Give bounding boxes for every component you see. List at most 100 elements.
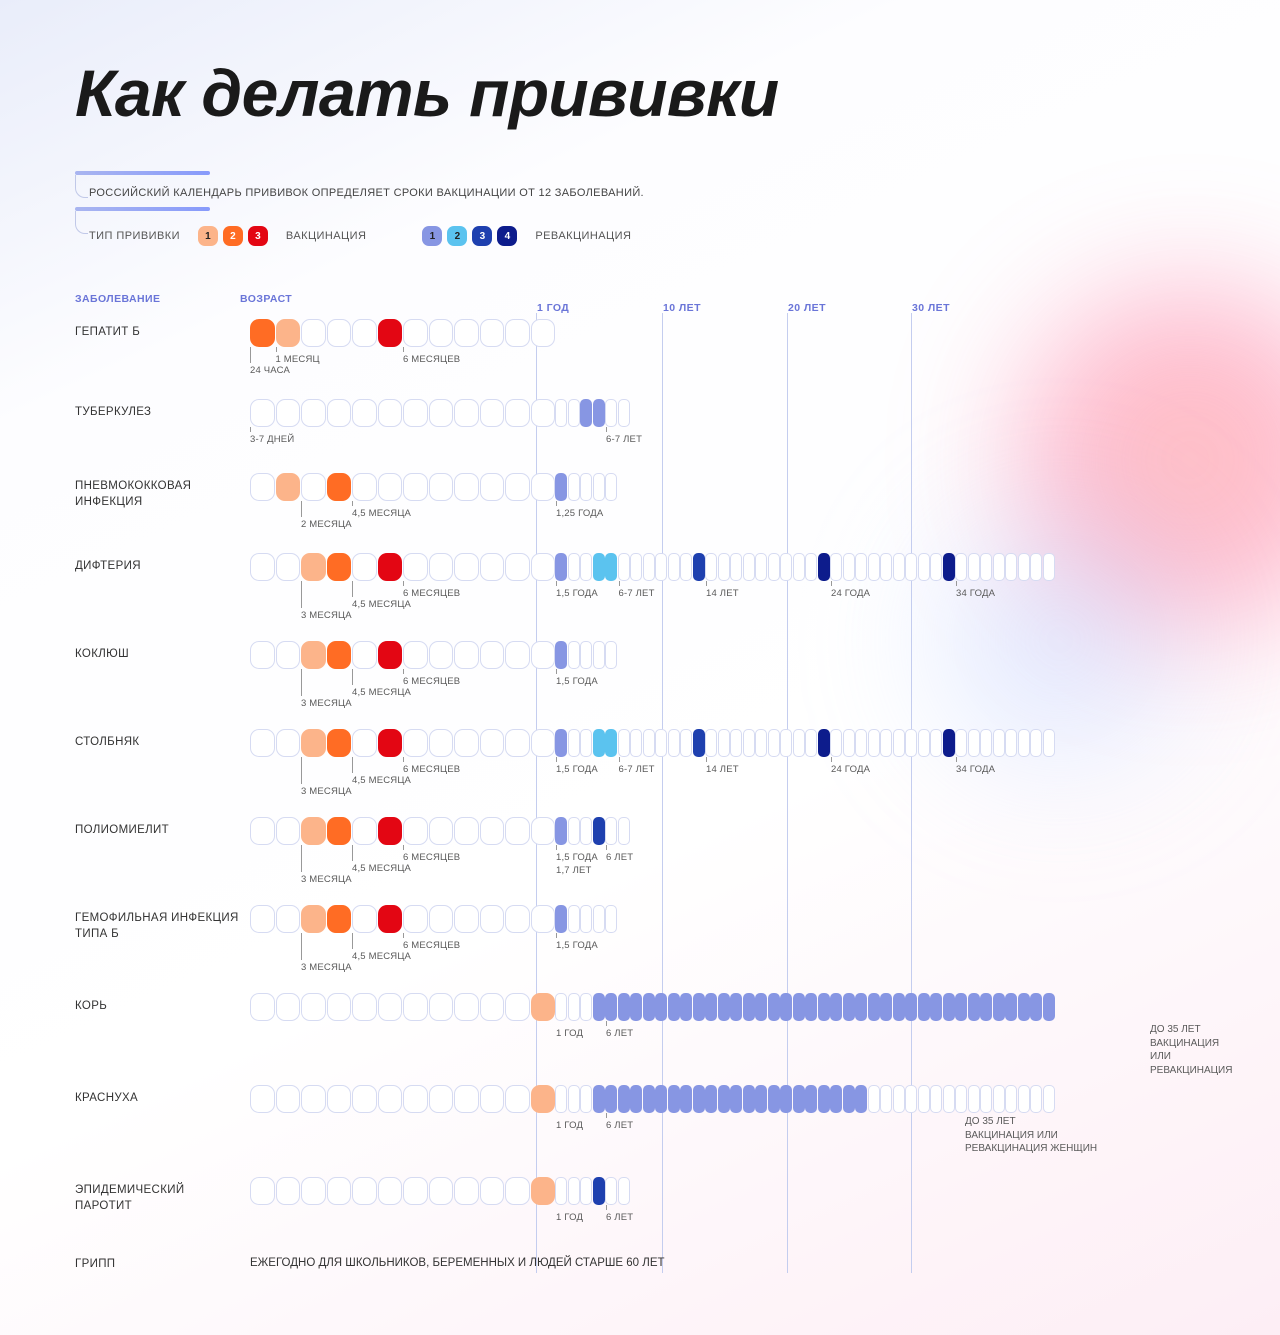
cell	[580, 1085, 592, 1113]
disease-name: КОРЬ	[75, 993, 250, 1015]
cell	[250, 553, 275, 581]
cell	[980, 993, 992, 1021]
cell	[630, 553, 642, 581]
cell	[780, 553, 792, 581]
cell	[403, 1085, 428, 1113]
cell	[531, 1085, 556, 1113]
age-mark: 34 ГОДА	[956, 581, 995, 599]
cell	[250, 1177, 275, 1205]
cell	[580, 993, 592, 1021]
age-mark: 1,5 ГОДА	[556, 933, 598, 951]
cell	[643, 553, 655, 581]
cell	[429, 399, 454, 427]
cell	[705, 553, 717, 581]
age-mark: 6 ЛЕТ	[606, 1205, 633, 1223]
cell	[352, 1085, 377, 1113]
cell	[968, 1085, 980, 1113]
cell	[250, 473, 275, 501]
cell	[605, 905, 617, 933]
cell	[301, 817, 326, 845]
cell	[429, 319, 454, 347]
cell	[630, 729, 642, 757]
cell	[805, 993, 817, 1021]
age-mark: 24 ГОДА	[831, 581, 870, 599]
age-mark: 24 ГОДА	[831, 757, 870, 775]
cell	[580, 1177, 592, 1205]
cell	[843, 553, 855, 581]
cell	[480, 1177, 505, 1205]
cell	[605, 817, 617, 845]
cell	[655, 1085, 667, 1113]
cell	[505, 399, 530, 427]
cell	[1005, 553, 1017, 581]
age-mark: 1,5 ГОДА	[556, 669, 598, 687]
cell	[655, 729, 667, 757]
cell	[680, 729, 692, 757]
age-mark: 34 ГОДА	[956, 757, 995, 775]
cell	[454, 1177, 479, 1205]
row: КОРЬ1 ГОД6 ЛЕТДО 35 ЛЕТ ВАКЦИНАЦИЯ ИЛИ Р…	[75, 993, 1210, 1045]
cell	[780, 1085, 792, 1113]
cell	[327, 473, 352, 501]
cell	[327, 319, 352, 347]
cell	[930, 729, 942, 757]
cell	[352, 641, 377, 669]
cell	[352, 905, 377, 933]
cell	[531, 817, 556, 845]
cell	[843, 1085, 855, 1113]
cell	[250, 817, 275, 845]
cell	[593, 473, 605, 501]
cell	[378, 399, 403, 427]
cell	[480, 729, 505, 757]
cell	[505, 1177, 530, 1205]
cell	[531, 473, 556, 501]
cell	[593, 905, 605, 933]
cell	[429, 993, 454, 1021]
age-mark: 3 МЕСЯЦА	[301, 691, 352, 709]
cell	[276, 817, 301, 845]
cell	[593, 817, 605, 845]
cell	[705, 729, 717, 757]
row: ГРИППЕЖЕГОДНО ДЛЯ ШКОЛЬНИКОВ, БЕРЕМЕННЫХ…	[75, 1251, 1210, 1273]
cell	[855, 729, 867, 757]
disease-name: ТУБЕРКУЛЕЗ	[75, 399, 250, 421]
age-mark: 3-7 ДНЕЙ	[250, 427, 294, 445]
cell	[378, 817, 403, 845]
cell	[555, 729, 567, 757]
cell	[743, 553, 755, 581]
cell	[505, 729, 530, 757]
cell	[818, 993, 830, 1021]
age-mark: 6 ЛЕТ	[606, 1113, 633, 1131]
age-mark: 3 МЕСЯЦА	[301, 867, 352, 885]
cell	[605, 993, 617, 1021]
cell	[555, 905, 567, 933]
cell	[593, 641, 605, 669]
cell	[429, 553, 454, 581]
cell	[680, 1085, 692, 1113]
cell	[768, 553, 780, 581]
cell	[352, 473, 377, 501]
cell	[378, 553, 403, 581]
cell	[743, 1085, 755, 1113]
cell	[618, 1085, 630, 1113]
intro-text: РОССИЙСКИЙ КАЛЕНДАРЬ ПРИВИВОК ОПРЕДЕЛЯЕТ…	[89, 187, 644, 199]
cell	[301, 729, 326, 757]
cell	[301, 473, 326, 501]
cell	[618, 729, 630, 757]
cell	[880, 1085, 892, 1113]
age-mark: 1 МЕСЯЦ	[276, 347, 320, 365]
cell	[943, 553, 955, 581]
cell	[818, 1085, 830, 1113]
cell	[955, 553, 967, 581]
cell	[980, 1085, 992, 1113]
cell	[505, 553, 530, 581]
cell	[680, 993, 692, 1021]
cell	[980, 553, 992, 581]
cell	[429, 817, 454, 845]
cell	[568, 817, 580, 845]
cell	[655, 993, 667, 1021]
age-mark: 6 ЛЕТ	[606, 1021, 633, 1039]
cell	[454, 553, 479, 581]
cell	[918, 993, 930, 1021]
cell	[1043, 729, 1055, 757]
